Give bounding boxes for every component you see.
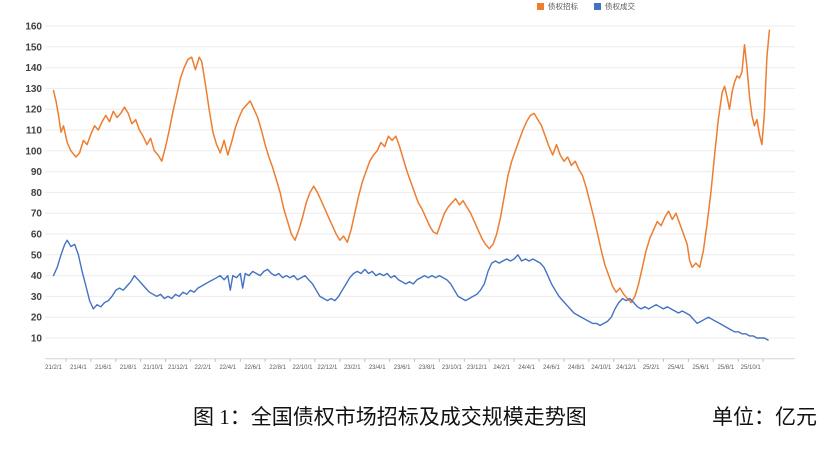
legend-swatch-deals-icon (594, 3, 601, 11)
y-axis-tick-label: 80 (31, 188, 43, 199)
x-axis-tick-label: 25/2/1 (643, 365, 660, 371)
y-axis-tick-label: 40 (31, 271, 43, 282)
y-axis-tick-label: 160 (25, 22, 42, 33)
x-axis-tick-label: 21/10/1 (143, 365, 164, 371)
x-axis-tick-label: 24/2/1 (493, 365, 510, 371)
chart-legend: 债权招标 债权成交 (537, 3, 635, 11)
y-axis-tick-label: 100 (25, 146, 42, 157)
x-axis-tick-label: 21/2/1 (45, 365, 62, 371)
x-axis-tick-label: 22/8/1 (269, 365, 286, 371)
x-axis-tick-label: 21/6/1 (95, 365, 112, 371)
x-axis-tick-label: 22/10/1 (292, 365, 313, 371)
y-axis-tick-label: 60 (31, 230, 43, 241)
y-axis-tick-label: 30 (31, 292, 43, 303)
x-axis-tick-label: 21/8/1 (120, 365, 137, 371)
x-axis-tick-label: 23/6/1 (394, 365, 411, 371)
x-axis-tick-label: 23/2/1 (344, 365, 361, 371)
caption-row: 图 1：全国债权市场招标及成交规模走势图 单位：亿元 (0, 401, 831, 431)
x-axis-tick-label: 22/12/1 (317, 365, 338, 371)
x-axis-tick-label: 23/12/1 (467, 365, 488, 371)
y-axis-tick-label: 120 (25, 105, 42, 116)
x-axis-tick-label: 22/2/1 (195, 365, 212, 371)
x-axis-tick-label: 23/4/1 (369, 365, 386, 371)
unit-label: 单位：亿元 (712, 405, 817, 429)
deals-series-line (52, 239, 769, 341)
line-chart: 10 20 30 40 50 60 70 80 90 100 110 120 130 140 150 160 2… (25, 22, 795, 371)
y-axis-tick-label: 130 (25, 84, 42, 95)
legend-item-deals[interactable]: 债权成交 (594, 3, 635, 11)
x-axis-tick-label: 24/8/1 (568, 365, 585, 371)
x-axis-tick-label: 25/8/1 (717, 365, 734, 371)
x-axis-tick-label: 23/8/1 (419, 365, 436, 371)
y-axis-tick-label: 20 (31, 313, 43, 324)
x-axis-tick-label: 22/6/1 (244, 365, 261, 371)
x-axis-tick-label: 22/4/1 (219, 365, 236, 371)
x-axis-tick-label: 24/10/1 (591, 365, 612, 371)
y-axis-tick-label: 110 (26, 126, 43, 137)
y-axis-tick-label: 150 (25, 42, 42, 53)
legend-label-deals: 债权成交 (605, 2, 635, 11)
y-axis-tick-label: 10 (31, 334, 43, 345)
figure-caption: 图 1：全国债权市场招标及成交规模走势图 (193, 405, 587, 429)
legend-swatch-bidding-icon (537, 3, 544, 11)
x-axis-tick-label: 25/10/1 (741, 365, 762, 371)
x-axis-tick-label: 24/4/1 (518, 365, 535, 371)
x-axis-tick-label: 25/4/1 (668, 365, 685, 371)
bidding-series-line (52, 29, 771, 304)
x-axis-tick-label: 21/4/1 (70, 365, 87, 371)
x-axis-tick-label: 21/12/1 (168, 365, 189, 371)
y-axis-tick-label: 50 (31, 250, 43, 261)
y-axis-tick-label: 70 (31, 209, 43, 220)
y-axis-tick-label: 90 (31, 167, 43, 178)
y-axis-tick-label: 140 (25, 63, 42, 74)
x-axis-tick-label: 25/6/1 (693, 365, 710, 371)
x-axis-tick-label: 24/6/1 (543, 365, 560, 371)
legend-label-bidding: 债权招标 (548, 2, 578, 11)
x-axis-tick-label: 24/12/1 (616, 365, 637, 371)
legend-item-bidding[interactable]: 债权招标 (537, 3, 578, 11)
x-axis-tick-label: 23/10/1 (442, 365, 463, 371)
